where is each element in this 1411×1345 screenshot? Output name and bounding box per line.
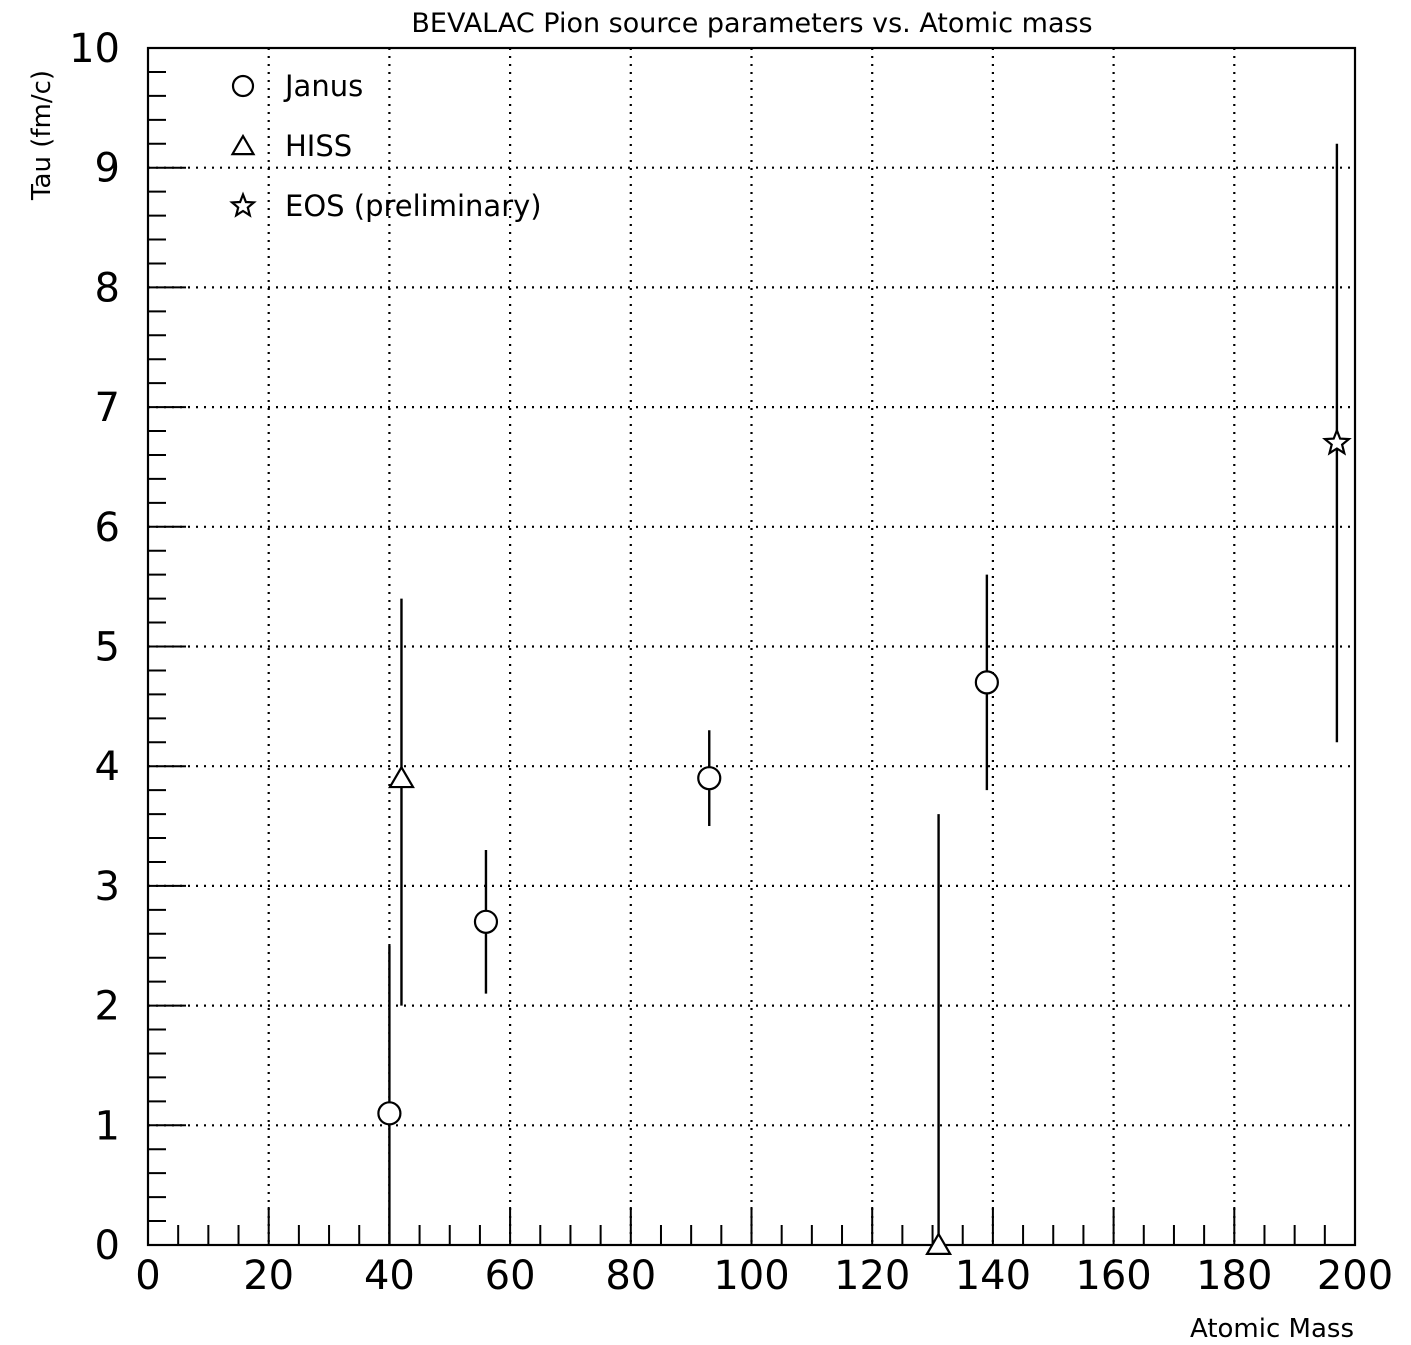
- x-axis-label: Atomic Mass: [1190, 1314, 1354, 1344]
- legend-item: HISS: [230, 129, 352, 163]
- x-tick-label: 140: [955, 1253, 1031, 1299]
- series-star: [1322, 143, 1352, 743]
- y-tick-label: 7: [95, 385, 120, 431]
- legend-item: EOS (preliminary): [229, 189, 542, 223]
- y-tick-labels: 0 1 2 3 4 5 6 7 8 9 10: [69, 26, 120, 1269]
- legend-marker-circle: [231, 74, 255, 98]
- y-axis-label: Tau (fm/c): [27, 70, 57, 201]
- x-tick-label: 80: [605, 1253, 656, 1299]
- y-tick-label: 0: [95, 1223, 120, 1269]
- data-point-circle: [974, 670, 999, 695]
- y-tick-label: 1: [95, 1103, 120, 1149]
- legend-marker-triangle: [230, 133, 256, 156]
- series-triangle: [388, 598, 953, 1256]
- x-tick-label: 120: [834, 1253, 910, 1299]
- y-tick-label: 6: [95, 505, 120, 551]
- legend-item: Janus: [231, 69, 363, 103]
- x-tick-labels: 0 20 40 60 80 100 120 140 160 180 200: [135, 1253, 1393, 1299]
- x-tick-label: 40: [364, 1253, 415, 1299]
- data-point-triangle: [388, 765, 415, 789]
- x-tick-label: 160: [1075, 1253, 1151, 1299]
- y-tick-label: 2: [95, 984, 120, 1030]
- legend-label: Janus: [283, 69, 363, 103]
- data-points: [377, 143, 1352, 1256]
- x-tick-label: 180: [1196, 1253, 1272, 1299]
- legend-label: HISS: [285, 129, 352, 163]
- legend-label: EOS (preliminary): [285, 189, 542, 223]
- data-point-circle: [473, 909, 499, 934]
- y-tick-label: 4: [95, 744, 120, 790]
- y-tick-label: 3: [95, 864, 120, 910]
- y-tick-label: 5: [95, 625, 120, 671]
- legend-marker-star: [229, 191, 257, 218]
- y-tick-label: 8: [95, 265, 120, 311]
- data-point-star: [1322, 427, 1352, 456]
- x-tick-label: 100: [713, 1253, 789, 1299]
- data-point-circle: [377, 1101, 402, 1126]
- chart-title: BEVALAC Pion source parameters vs. Atomi…: [411, 8, 1092, 39]
- legend: Janus HISS EOS (preliminary): [229, 69, 542, 223]
- y-tick-label: 9: [95, 146, 120, 192]
- x-tick-label: 0: [135, 1253, 160, 1299]
- grid: [148, 48, 1355, 1245]
- x-tick-label: 200: [1317, 1253, 1393, 1299]
- x-tick-label: 60: [485, 1253, 536, 1299]
- data-point-circle: [697, 766, 722, 791]
- y-tick-label: 10: [69, 26, 120, 72]
- series-circle: [377, 574, 999, 1245]
- x-tick-label: 20: [243, 1253, 294, 1299]
- data-point-triangle: [925, 1231, 953, 1256]
